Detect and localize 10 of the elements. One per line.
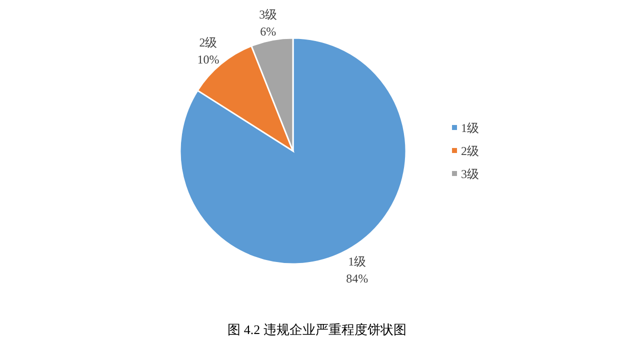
data-label: 6% xyxy=(260,24,276,38)
data-label: 84% xyxy=(346,272,368,286)
legend-label: 3级 xyxy=(461,167,479,181)
data-label: 10% xyxy=(197,52,220,67)
slice-label: 3级 xyxy=(259,7,278,22)
slice-label: 2级 xyxy=(199,36,218,50)
text: 图 4.2 违规企业严重程度饼状图 xyxy=(228,322,406,337)
slice-label: 1级 xyxy=(348,254,366,269)
legend-label: 2级 xyxy=(461,144,479,158)
legend-label: 1级 xyxy=(461,121,479,135)
